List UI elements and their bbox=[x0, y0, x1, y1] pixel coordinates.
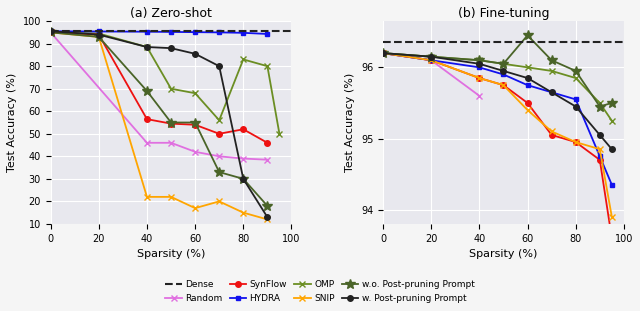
X-axis label: Sparsity (%): Sparsity (%) bbox=[469, 249, 538, 259]
X-axis label: Sparsity (%): Sparsity (%) bbox=[137, 249, 205, 259]
Title: (a) Zero-shot: (a) Zero-shot bbox=[130, 7, 212, 20]
Title: (b) Fine-tuning: (b) Fine-tuning bbox=[458, 7, 549, 20]
Y-axis label: Test Accuracy (%): Test Accuracy (%) bbox=[7, 73, 17, 172]
Y-axis label: Test Accuracy (%): Test Accuracy (%) bbox=[346, 73, 355, 172]
Legend: Dense, Random, SynFlow, HYDRA, OMP, SNIP, w.o. Post-pruning Prompt, w. Post-prun: Dense, Random, SynFlow, HYDRA, OMP, SNIP… bbox=[162, 277, 478, 306]
